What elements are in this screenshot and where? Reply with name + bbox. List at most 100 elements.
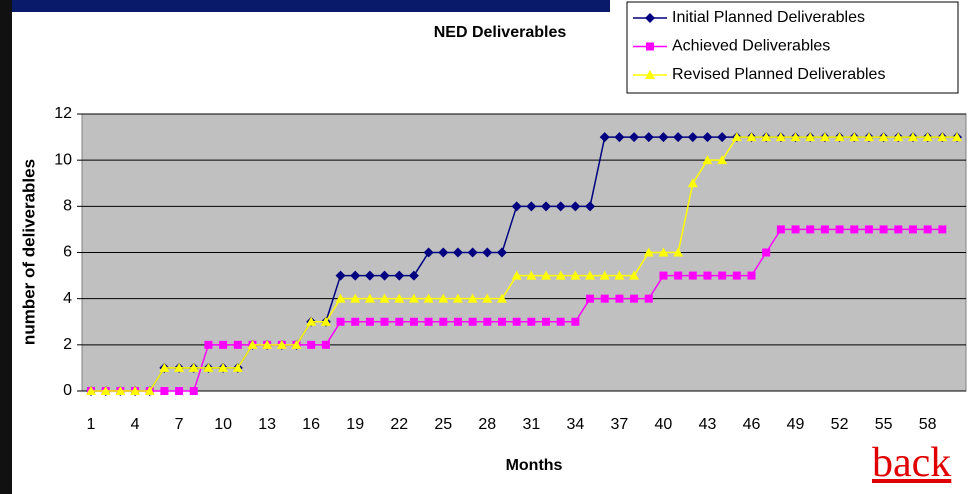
point bbox=[644, 294, 653, 303]
point bbox=[453, 317, 462, 326]
point bbox=[643, 247, 654, 257]
y-tick-label: 8 bbox=[63, 198, 72, 215]
point bbox=[747, 271, 756, 280]
point bbox=[482, 293, 493, 303]
x-tick-label: 40 bbox=[655, 416, 673, 433]
y-tick-label: 4 bbox=[63, 290, 72, 307]
point bbox=[599, 270, 610, 280]
point bbox=[614, 270, 625, 280]
point bbox=[320, 316, 331, 326]
point bbox=[219, 340, 228, 349]
point bbox=[923, 225, 932, 234]
x-axis-label: Months bbox=[506, 457, 563, 474]
point bbox=[937, 132, 948, 142]
point bbox=[423, 247, 434, 258]
point bbox=[893, 132, 904, 142]
point bbox=[687, 178, 698, 188]
point bbox=[527, 317, 536, 326]
point bbox=[687, 132, 698, 143]
point bbox=[775, 132, 786, 142]
point bbox=[350, 293, 361, 303]
point bbox=[364, 270, 375, 281]
point bbox=[452, 293, 463, 303]
point bbox=[204, 340, 213, 349]
point bbox=[365, 317, 374, 326]
point bbox=[100, 386, 111, 395]
point bbox=[878, 132, 889, 142]
x-tick-label: 46 bbox=[743, 416, 761, 433]
point bbox=[570, 201, 581, 212]
point bbox=[806, 225, 815, 234]
x-tick-label: 25 bbox=[434, 416, 452, 433]
point bbox=[585, 270, 596, 280]
point bbox=[350, 270, 361, 281]
point bbox=[438, 247, 449, 258]
back-link[interactable]: back bbox=[872, 440, 952, 486]
y-axis-label: number of deliverables bbox=[19, 159, 38, 345]
point bbox=[658, 132, 669, 143]
point bbox=[555, 270, 566, 280]
point bbox=[659, 271, 668, 280]
point bbox=[849, 132, 860, 142]
point bbox=[379, 293, 390, 303]
point bbox=[746, 132, 757, 142]
point bbox=[203, 362, 214, 372]
x-tick-label: 58 bbox=[919, 416, 937, 433]
point bbox=[864, 225, 873, 234]
point bbox=[175, 387, 184, 395]
point bbox=[703, 271, 712, 280]
legend-label: Initial Planned Deliverables bbox=[672, 9, 865, 26]
point bbox=[629, 132, 640, 143]
legend-label: Achieved Deliverables bbox=[672, 38, 830, 55]
point bbox=[717, 132, 728, 143]
point bbox=[424, 317, 433, 326]
x-tick-label: 7 bbox=[175, 416, 184, 433]
point bbox=[688, 271, 697, 280]
point bbox=[643, 132, 654, 143]
point bbox=[496, 247, 507, 258]
point bbox=[336, 317, 345, 326]
y-tick-label: 2 bbox=[63, 336, 72, 353]
point bbox=[438, 293, 449, 303]
point bbox=[541, 201, 552, 212]
point bbox=[673, 132, 684, 143]
point bbox=[614, 132, 625, 143]
point bbox=[188, 362, 199, 372]
point bbox=[835, 225, 844, 234]
y-tick-label: 6 bbox=[63, 244, 72, 261]
legend-marker bbox=[645, 13, 655, 23]
point bbox=[247, 339, 258, 349]
point bbox=[863, 132, 874, 142]
point bbox=[674, 271, 683, 280]
point bbox=[894, 225, 903, 234]
point bbox=[834, 132, 845, 142]
point bbox=[160, 387, 169, 395]
point bbox=[762, 248, 771, 257]
point bbox=[306, 316, 317, 326]
point bbox=[321, 340, 330, 349]
point bbox=[526, 270, 537, 280]
point bbox=[218, 362, 229, 372]
point bbox=[262, 339, 273, 349]
point bbox=[351, 317, 360, 326]
point bbox=[130, 386, 141, 395]
x-tick-label: 34 bbox=[566, 416, 584, 433]
point bbox=[335, 293, 346, 303]
point bbox=[922, 132, 933, 142]
point bbox=[276, 339, 287, 349]
point bbox=[408, 270, 419, 281]
point bbox=[483, 317, 492, 326]
x-tick-label: 37 bbox=[611, 416, 629, 433]
point bbox=[658, 247, 669, 257]
point bbox=[144, 386, 155, 395]
point bbox=[423, 293, 434, 303]
legend-label: Revised Planned Deliverables bbox=[672, 66, 885, 83]
x-tick-label: 13 bbox=[258, 416, 276, 433]
point bbox=[630, 294, 639, 303]
point bbox=[938, 225, 947, 234]
point bbox=[599, 132, 610, 143]
point bbox=[496, 293, 507, 303]
point bbox=[115, 386, 126, 395]
